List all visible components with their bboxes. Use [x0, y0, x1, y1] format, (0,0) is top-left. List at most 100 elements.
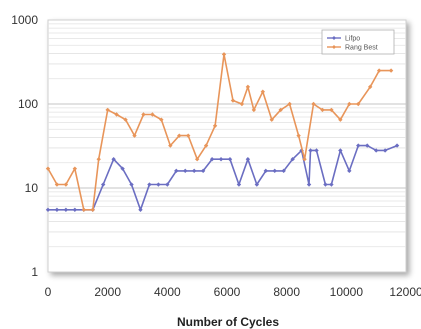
legend-label: Rang Best [345, 45, 378, 52]
data-point [150, 112, 155, 117]
data-point [63, 207, 69, 213]
data-point [260, 89, 265, 94]
data-point [323, 182, 328, 187]
plot-area [47, 19, 407, 273]
data-point [54, 182, 60, 187]
data-point [165, 182, 170, 187]
data-point [123, 117, 128, 122]
data-point [132, 133, 137, 138]
data-point [96, 157, 101, 162]
data-point [230, 98, 236, 103]
data-point [111, 157, 116, 162]
data-point [45, 166, 51, 171]
data-point [218, 157, 224, 162]
data-point [194, 157, 200, 162]
data-point [227, 157, 233, 162]
data-point [376, 68, 382, 73]
x-tick-label: 4000 [154, 285, 181, 299]
y-tick-label: 100 [18, 97, 38, 111]
data-point [147, 182, 152, 187]
data-point [278, 107, 283, 113]
data-point [338, 148, 343, 153]
x-tick-label: 0 [45, 285, 52, 299]
data-point [356, 101, 361, 107]
data-point [191, 168, 197, 174]
data-point [365, 143, 370, 148]
data-point [141, 112, 146, 117]
series-layer [45, 52, 400, 213]
x-tick-label: 6000 [214, 285, 241, 299]
x-tick-label: 8000 [273, 285, 300, 299]
data-point [239, 101, 245, 107]
x-tick-label: 12000 [389, 285, 421, 299]
data-point [200, 168, 206, 174]
y-tick-label: 1000 [11, 13, 38, 27]
data-point [138, 207, 143, 213]
data-point [174, 168, 179, 174]
x-tick-label: 10000 [330, 285, 364, 299]
data-point [272, 168, 277, 174]
data-point [81, 207, 86, 213]
data-point [72, 207, 78, 213]
legend-label: Lifpo [345, 36, 360, 43]
data-point [45, 207, 51, 213]
data-point [72, 166, 78, 171]
data-point [63, 182, 69, 187]
x-tick-label: 2000 [94, 285, 121, 299]
data-point [183, 168, 188, 174]
data-point [290, 157, 295, 162]
data-point [177, 133, 182, 138]
data-point [105, 107, 110, 113]
data-point [347, 101, 352, 107]
data-point [186, 133, 191, 138]
data-point [221, 52, 227, 57]
data-point [245, 84, 251, 90]
data-point [394, 143, 400, 148]
data-point [308, 148, 313, 153]
data-point [356, 143, 361, 148]
data-point [269, 117, 274, 122]
data-point [159, 117, 164, 122]
x-axis-title: Number of Cycles [177, 315, 279, 329]
data-point [209, 157, 215, 162]
data-point [245, 157, 251, 162]
x-tick-labels: 0 2000 4000 6000 8000 10000 12000 [45, 285, 421, 299]
data-point [156, 182, 161, 187]
data-point [329, 182, 334, 187]
data-point [129, 182, 134, 187]
data-point [373, 148, 379, 153]
data-point [347, 168, 352, 174]
data-point [329, 107, 334, 113]
data-point [368, 84, 373, 90]
legend-marker [332, 45, 336, 49]
data-point [251, 107, 257, 113]
data-point [54, 207, 60, 213]
data-point [120, 166, 125, 171]
data-point [236, 182, 242, 187]
data-point [382, 148, 388, 153]
y-tick-label: 1 [31, 265, 38, 279]
data-point [168, 143, 173, 148]
data-point [281, 168, 286, 174]
data-point [100, 182, 106, 187]
series-2 [45, 52, 394, 213]
legend: Lifpo Rang Best [321, 29, 395, 55]
data-point [212, 123, 218, 129]
data-point [338, 117, 343, 122]
legend-marker [332, 36, 336, 40]
data-point [388, 68, 394, 73]
series-line [47, 53, 392, 211]
y-tick-labels: 1 10 100 1000 [11, 13, 38, 279]
data-point [306, 182, 312, 187]
data-point [314, 148, 319, 153]
data-point [296, 133, 301, 138]
data-point [203, 143, 209, 148]
data-point [302, 157, 307, 162]
data-point [114, 112, 119, 117]
data-point [311, 101, 316, 107]
data-point [320, 107, 325, 113]
data-point [287, 101, 292, 107]
gridlines [48, 23, 406, 248]
data-point [90, 207, 95, 213]
